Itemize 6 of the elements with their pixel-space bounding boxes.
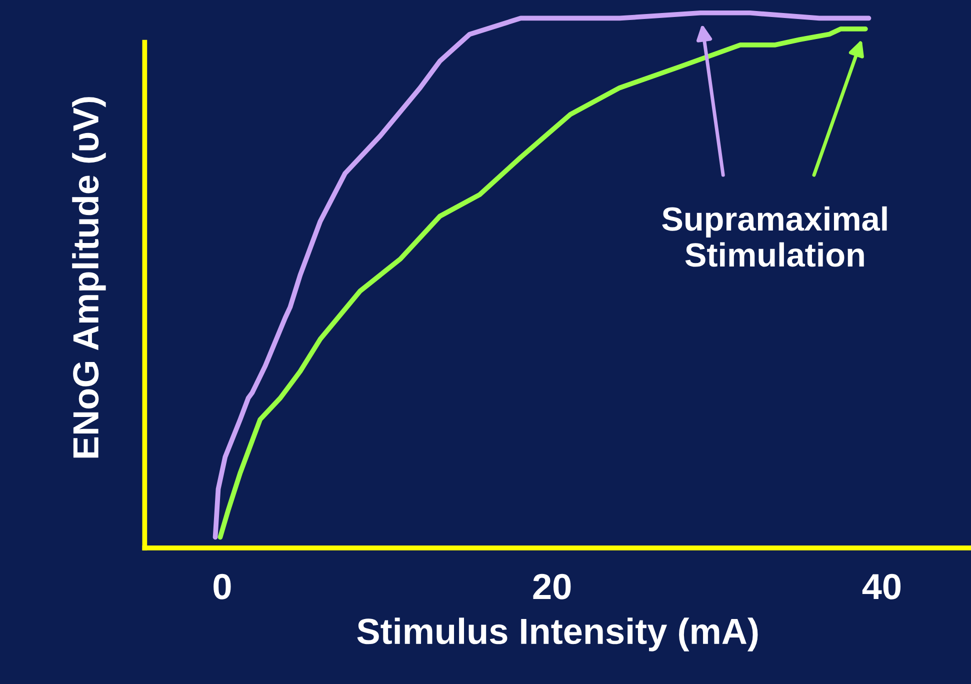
x-tick-label: 40 (862, 574, 901, 600)
x-tick-label: 20 (533, 574, 571, 600)
y-axis-title: ENoG Amplitude (υV) (72, 97, 106, 458)
x-tick-label: 0 (214, 574, 231, 600)
x-axis-title: Stimulus Intensity (mA) (357, 618, 758, 652)
annotation: Supramaximal Stimulation (662, 206, 887, 267)
